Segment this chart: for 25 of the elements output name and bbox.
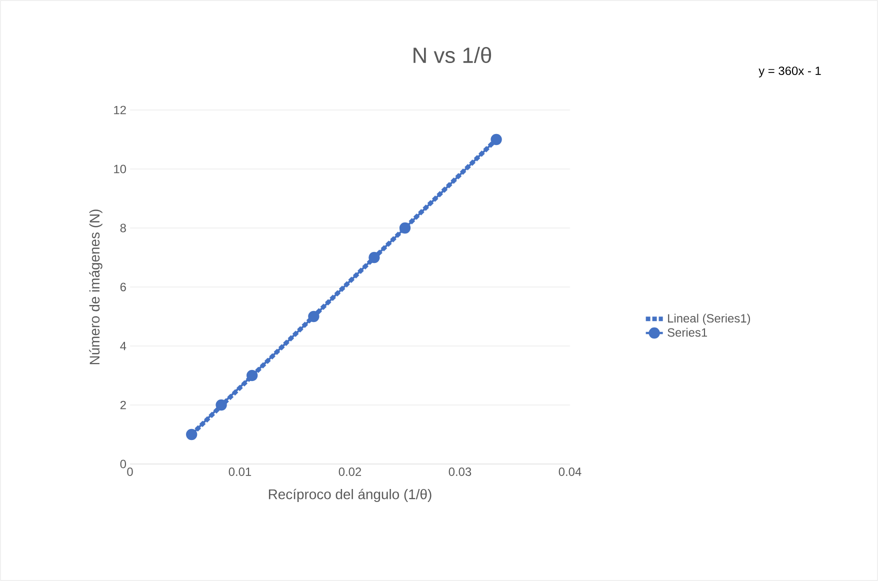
y-tick-label: 0: [120, 460, 126, 468]
y-axis-title: Número de imágenes (N): [89, 210, 102, 364]
x-tick-label: 0.02: [338, 468, 362, 476]
point: [399, 222, 411, 234]
legend-label: Series1: [668, 328, 708, 337]
point: [216, 399, 227, 411]
y-tick-label: 2: [120, 400, 126, 410]
x-tick-label: 0.01: [228, 468, 252, 476]
chart-title: N vs 1/θ: [414, 46, 492, 64]
text: y = 360x - 1: [758, 66, 821, 78]
y-tick-label: 8: [120, 224, 126, 232]
y-tick-label: 4: [120, 342, 126, 350]
point: [246, 370, 258, 382]
y-tick-label: 12: [114, 106, 126, 114]
y-tick-label: 6: [120, 282, 126, 292]
point: [186, 428, 198, 440]
legend-label: Lineal (Series1): [668, 314, 750, 325]
x-tick-label: 0: [127, 468, 133, 476]
y-tick-label: 10: [114, 164, 126, 174]
x-tick-label: 0.03: [448, 468, 472, 476]
point: [308, 310, 320, 322]
point: [490, 134, 502, 146]
x-axis-title: Recíproco del ángulo (1/θ): [268, 488, 432, 502]
x-tick-label: 0.04: [558, 468, 582, 476]
point: [368, 252, 380, 264]
